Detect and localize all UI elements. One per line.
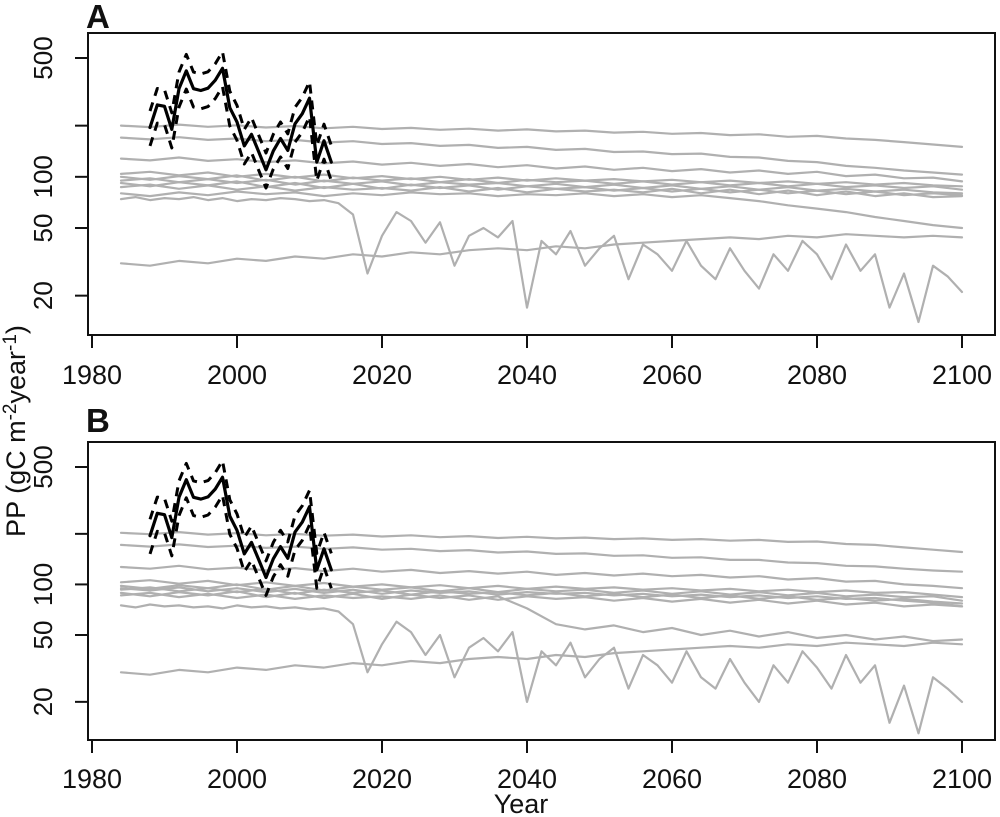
model-line-b-11 (119, 586, 964, 608)
model-line-a-1 (119, 123, 964, 148)
model-line-b-1 (119, 530, 964, 554)
obs-lower-bound-b (148, 493, 333, 597)
model-line-b-9 (119, 603, 964, 735)
y-tick-label-20-a: 20 (28, 281, 58, 310)
x-tick-label-2040-b: 2040 (497, 764, 557, 794)
model-line-a-11 (119, 233, 964, 267)
x-tick-label-1980-b: 1980 (62, 764, 122, 794)
obs-lower-bound-a (148, 85, 333, 190)
model-line-a-8 (119, 183, 964, 199)
x-axis-title: Year (494, 789, 549, 817)
panel-label-a: A (86, 0, 110, 35)
y-tick-label-20-b: 20 (28, 687, 58, 716)
panel-label-b: B (86, 402, 110, 439)
y-tick-label-100-a: 100 (28, 155, 58, 198)
y-axis-title-part-1: PP (gC m (1, 420, 31, 537)
x-tick-label-2080-a: 2080 (787, 360, 847, 390)
obs-mean-line-a (148, 66, 333, 172)
y-axis-title-part-4: -1 (0, 334, 21, 351)
x-tick-label-2020-b: 2020 (352, 764, 412, 794)
x-tick-label-2100-b: 2100 (932, 764, 992, 794)
model-line-b-6 (119, 586, 964, 605)
y-tick-label-100-b: 100 (28, 563, 58, 606)
panel-b: 500 100 50 20 1980 2000 2020 2040 2060 2080 2100 B (28, 402, 996, 794)
y-tick-label-500-a: 500 (28, 36, 58, 79)
y-tick-label-50-a: 50 (28, 214, 58, 243)
x-tick-label-2020-a: 2020 (352, 360, 412, 390)
y-axis-title-part-3: year (1, 351, 31, 404)
obs-upper-bound-b (148, 459, 333, 563)
model-line-b-8 (119, 591, 964, 643)
y-axis-title-part-2: -2 (0, 404, 21, 421)
x-tick-label-2040-a: 2040 (497, 360, 557, 390)
panel-a: 500 100 50 20 1980 2000 2020 2040 2060 2080 2100 A (28, 0, 996, 390)
model-line-b-3 (119, 564, 964, 590)
x-tick-label-2000-a: 2000 (207, 360, 267, 390)
model-line-b-10 (119, 641, 964, 676)
plot-box-a (87, 32, 996, 336)
obs-upper-bound-a (148, 50, 333, 155)
x-tick-label-2060-b: 2060 (642, 764, 702, 794)
x-tick-label-2000-b: 2000 (207, 764, 267, 794)
x-tick-label-2060-a: 2060 (642, 360, 702, 390)
model-line-a-9 (119, 190, 964, 230)
plot-box-b (87, 441, 996, 741)
x-tick-label-2100-a: 2100 (932, 360, 992, 390)
y-tick-label-500-b: 500 (28, 445, 58, 488)
x-tick-label-2080-b: 2080 (787, 764, 847, 794)
y-axis-title-part-5: ) (1, 325, 31, 334)
y-tick-label-50-b: 50 (28, 621, 58, 650)
x-tick-label-1980-a: 1980 (62, 360, 122, 390)
model-line-a-10 (119, 196, 964, 324)
y-axis-title: PP (gC m-2year-1) (0, 325, 31, 537)
obs-mean-line-b (148, 475, 333, 580)
